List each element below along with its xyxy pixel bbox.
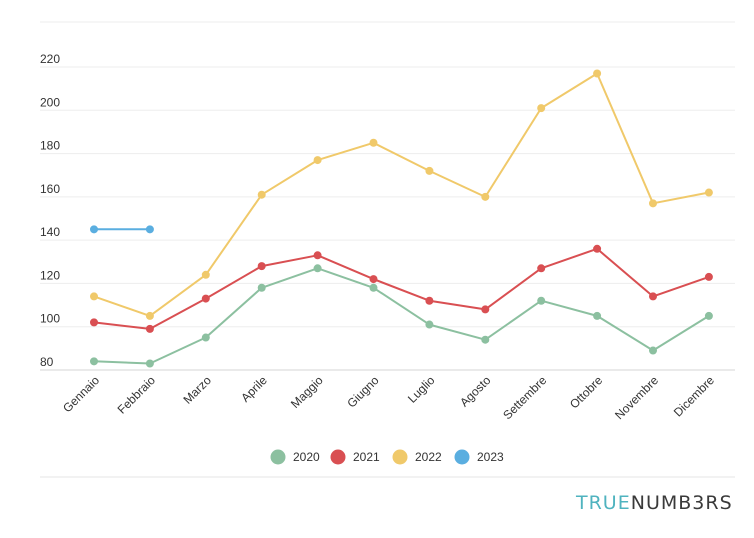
brand-logo: TRUENUMB3RS [576,492,733,514]
data-point-2021 [369,275,378,284]
x-tick-label: Settembre [500,373,549,422]
data-point-2022 [593,69,602,78]
data-point-2022 [145,311,154,320]
data-point-2023 [90,225,98,234]
y-axis-ticks: 80 100 120 140 160 180 200 220 [40,52,60,369]
x-axis-ticks: Gennaio Febbraio Marzo Aprile Maggio Giugno Lu… [60,373,717,422]
legend-marker-2021 [330,449,346,465]
data-point-2023 [145,225,154,234]
data-point-2022 [90,292,98,301]
legend-label-2022: 2022 [415,450,442,464]
data-point-2020 [369,283,378,292]
x-tick-label: Maggio [288,373,326,411]
brand-logo-part2: NUMB3RS [630,492,733,514]
data-point-2020 [425,320,434,329]
data-point-2021 [313,251,322,260]
legend-label-2023: 2023 [477,450,504,464]
x-tick-label: Aprile [238,373,270,405]
legend-label-2020: 2020 [293,450,320,464]
data-point-2021 [649,292,657,301]
x-tick-label: Marzo [180,373,214,407]
legend-marker-2020 [270,449,286,465]
data-point-2022 [537,104,546,113]
series-lines [90,69,713,368]
data-point-2020 [593,311,602,320]
data-point-2021 [145,324,154,333]
y-tick-label: 100 [40,312,60,326]
x-tick-label: Giugno [344,373,381,410]
data-point-2022 [313,156,322,165]
x-tick-label: Gennaio [60,373,102,415]
data-point-2022 [481,192,490,201]
data-point-2020 [313,264,322,273]
x-tick-label: Novembre [612,373,661,422]
series-line-2021 [93,247,710,330]
y-tick-label: 220 [40,52,60,66]
series-line-2020 [93,267,710,365]
legend-marker-2022 [392,449,408,465]
x-tick-label: Dicembre [671,373,717,419]
x-tick-label: Febbraio [115,373,159,417]
data-point-2021 [481,305,490,314]
y-tick-label: 180 [40,139,60,153]
y-tick-label: 160 [40,182,60,196]
legend-label-2021: 2021 [353,450,380,464]
data-point-2021 [201,294,210,303]
data-point-2022 [369,138,378,147]
data-point-2021 [704,272,713,281]
series-line-2022 [93,72,710,317]
data-point-2022 [201,270,210,279]
data-point-2022 [704,188,713,197]
data-point-2021 [257,262,266,271]
legend: 2020 2021 2022 2023 [270,449,504,465]
data-point-2020 [704,311,713,320]
data-point-2021 [593,244,602,253]
data-point-2020 [145,359,154,368]
brand-logo-part1: TRUE [576,492,631,514]
data-point-2020 [257,283,266,292]
data-point-2020 [90,357,98,366]
data-point-2022 [257,190,266,199]
x-tick-label: Luglio [405,373,438,406]
x-tick-label: Ottobre [567,373,605,411]
data-point-2022 [649,199,657,208]
data-point-2020 [649,346,657,355]
y-tick-label: 200 [40,95,60,109]
data-point-2020 [201,333,210,342]
data-point-2021 [537,264,546,273]
y-tick-label: 140 [40,225,60,239]
data-point-2022 [425,166,434,175]
data-point-2021 [425,296,434,305]
legend-marker-2023 [454,449,470,465]
y-tick-label: 80 [40,355,54,369]
data-point-2020 [537,296,546,305]
data-point-2021 [90,318,98,327]
data-point-2020 [481,335,490,344]
x-tick-label: Agosto [457,373,494,410]
y-tick-label: 120 [40,268,60,282]
